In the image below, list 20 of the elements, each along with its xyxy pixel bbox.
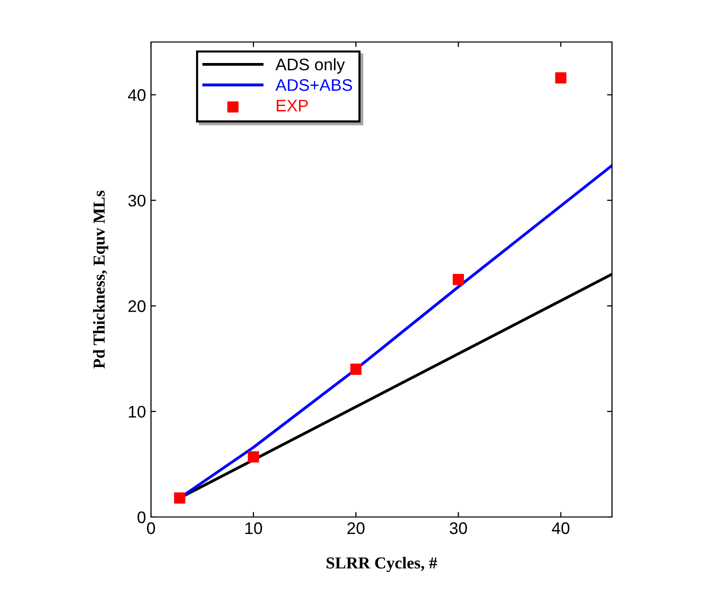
x-tick-label: 0 [147, 522, 155, 534]
x-tick-label: 10 [245, 522, 262, 534]
y-tick-label: 0 [138, 511, 146, 524]
point [248, 451, 260, 462]
y-tick-label: 20 [128, 300, 146, 312]
y-axis-title: Pd Thickness, Equv MLs [93, 190, 108, 368]
y-tick-label: 40 [128, 89, 146, 101]
x-tick-label: 30 [450, 522, 467, 534]
legend-label: ADS+ABS [275, 79, 352, 91]
point [555, 72, 566, 84]
point [350, 364, 362, 375]
x-tick-label: 20 [347, 522, 365, 534]
legend-label: EXP [276, 100, 308, 112]
y-tick-label: 30 [128, 194, 146, 207]
point [174, 492, 186, 504]
legend-label: ADS only [275, 58, 345, 74]
x-tick-label: 40 [552, 522, 570, 534]
x-axis-title: SLRR Cycles, # [326, 556, 438, 572]
y-tick-label: 10 [128, 406, 146, 418]
point [452, 274, 464, 286]
